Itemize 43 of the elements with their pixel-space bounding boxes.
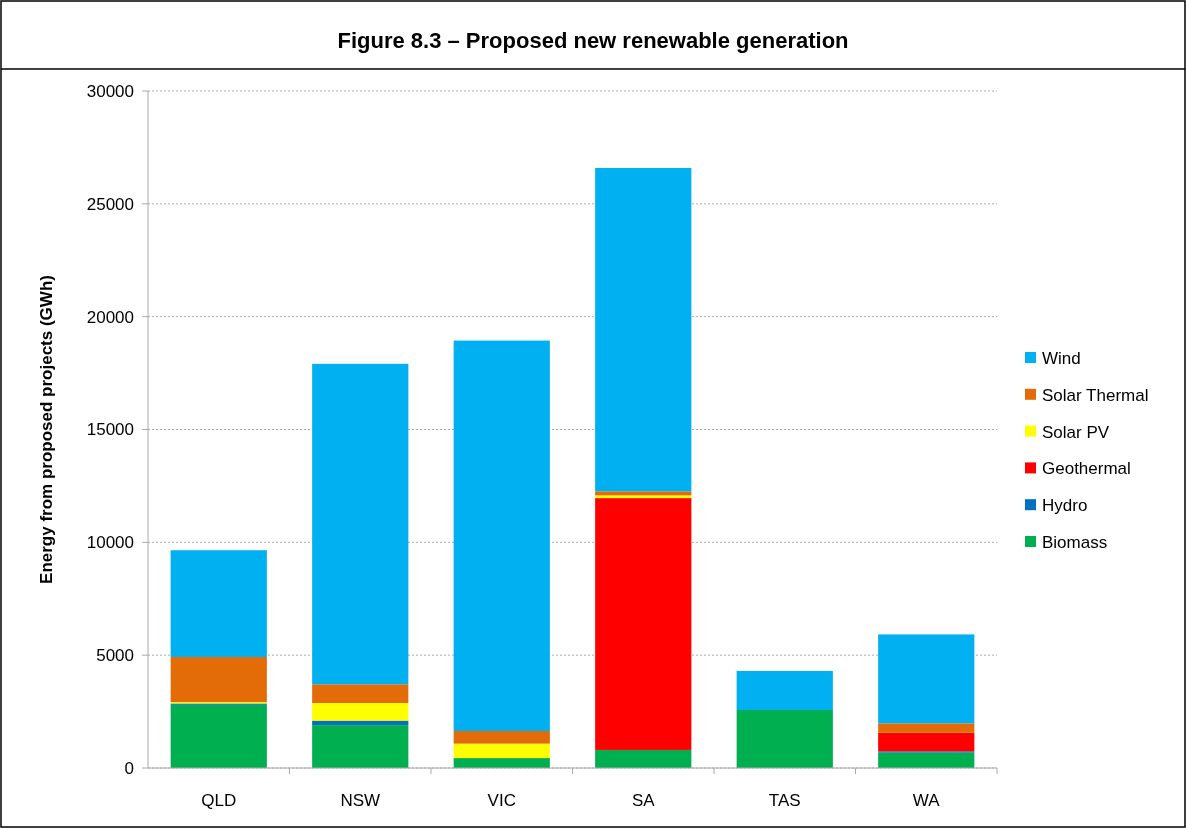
x-tick-label: SA — [631, 791, 656, 810]
legend-label: Solar PV — [1042, 422, 1110, 442]
x-tick-label: QLD — [201, 791, 237, 810]
y-tick-label: 15000 — [86, 420, 134, 440]
bar — [170, 656, 267, 703]
bar — [453, 730, 550, 744]
bar — [595, 167, 692, 492]
bar — [170, 550, 267, 657]
bar — [453, 340, 550, 731]
y-tick-label: 0 — [124, 758, 134, 778]
y-tick-label: 20000 — [86, 307, 134, 327]
legend-label: Wind — [1042, 348, 1081, 368]
x-tick-label: TAS — [768, 791, 801, 810]
bar — [312, 363, 409, 685]
x-tick-label: WA — [912, 791, 941, 810]
bar — [736, 710, 833, 768]
x-tick-label: VIC — [487, 791, 516, 810]
bar — [453, 743, 550, 759]
bar — [312, 703, 409, 721]
bar — [595, 749, 692, 768]
y-axis-title: Energy from proposed projects (GWh) — [37, 275, 56, 584]
legend-label: Hydro — [1042, 496, 1088, 516]
bar — [878, 732, 975, 752]
y-tick-label: 10000 — [86, 533, 134, 553]
bar — [878, 723, 975, 733]
y-tick-label: 25000 — [86, 194, 134, 214]
chart-title: Figure 8.3 – Proposed new renewable generation — [337, 28, 849, 53]
bar — [878, 752, 975, 768]
bar — [595, 491, 692, 496]
bar — [453, 758, 550, 768]
bar — [170, 704, 267, 768]
bar — [736, 670, 833, 710]
y-tick-label: 5000 — [96, 646, 134, 666]
y-tick-label: 30000 — [86, 81, 134, 101]
bar — [312, 725, 409, 768]
bar — [878, 634, 975, 724]
x-tick-label: NSW — [340, 791, 381, 810]
legend-label: Biomass — [1042, 532, 1108, 552]
legend-label: Solar Thermal — [1042, 385, 1149, 405]
bar — [595, 498, 692, 750]
legend-label: Geothermal — [1042, 459, 1131, 479]
bar — [595, 495, 692, 499]
bar — [312, 684, 409, 704]
